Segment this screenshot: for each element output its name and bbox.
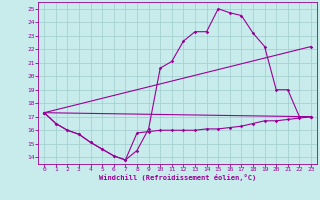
X-axis label: Windchill (Refroidissement éolien,°C): Windchill (Refroidissement éolien,°C) bbox=[99, 174, 256, 181]
